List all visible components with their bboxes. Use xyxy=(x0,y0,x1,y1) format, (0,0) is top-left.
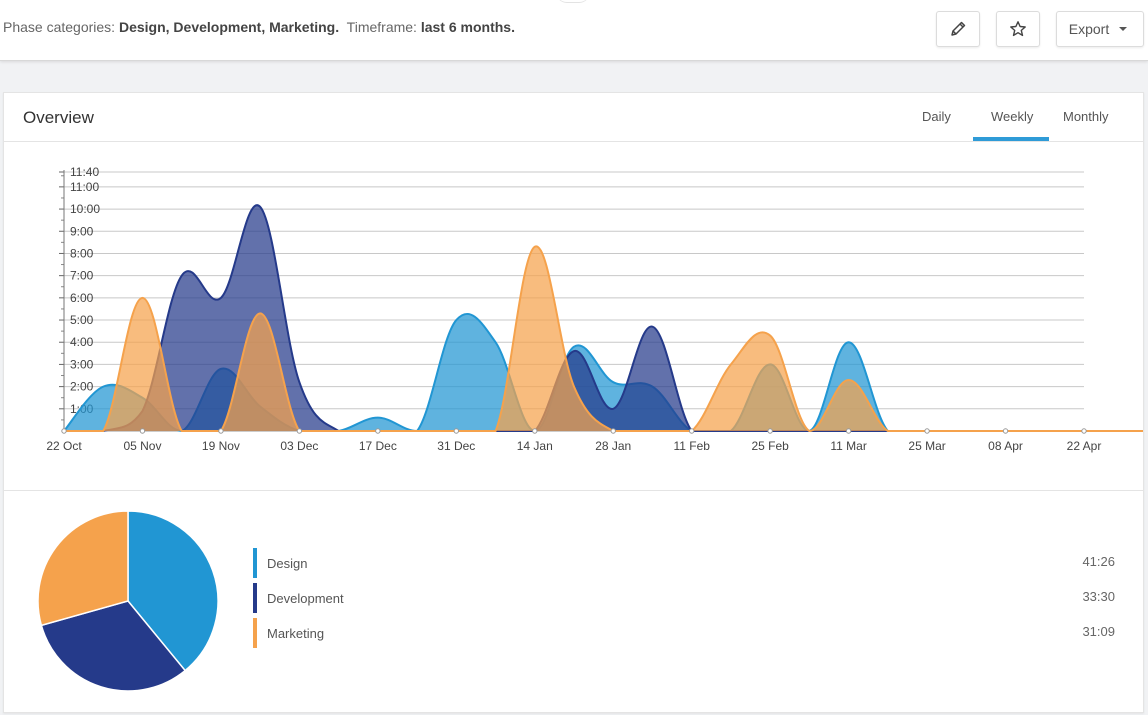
legend-label-design: Design xyxy=(267,556,308,571)
legend-swatch-design xyxy=(253,548,257,578)
y-tick-label: 10:00 xyxy=(70,202,100,216)
pencil-icon xyxy=(951,21,966,36)
series-area-marketing xyxy=(64,246,1143,431)
legend-value-marketing: 31:09 xyxy=(1082,624,1115,639)
chart-area: 1:002:003:004:005:006:007:008:009:0010:0… xyxy=(4,142,1143,491)
x-tick-label: 19 Nov xyxy=(202,439,240,453)
legend-item-development: Development 33:30 xyxy=(253,583,1115,613)
timeframe-value: last 6 months. xyxy=(420,19,515,35)
caret-down-icon xyxy=(1119,27,1128,31)
x-tick-marker xyxy=(61,428,67,434)
pie-slice-development xyxy=(40,600,187,692)
x-tick-marker xyxy=(453,428,460,434)
y-tick-label: 4:00 xyxy=(70,335,94,349)
star-icon xyxy=(1010,21,1026,37)
x-tick-label: 14 Jan xyxy=(517,439,553,453)
y-tick-label: 9:00 xyxy=(70,224,94,238)
x-tick-label: 25 Feb xyxy=(751,439,789,453)
x-tick-label: 08 Apr xyxy=(988,439,1023,453)
collapse-handle[interactable] xyxy=(556,0,590,3)
tab-weekly-indicator xyxy=(973,137,1049,141)
legend-label-development: Development xyxy=(267,591,344,606)
x-tick-label: 28 Jan xyxy=(595,439,631,453)
x-tick-marker xyxy=(375,428,381,434)
y-tick-label: 6:00 xyxy=(70,291,94,305)
export-button[interactable]: Export xyxy=(1056,11,1144,47)
x-tick-marker xyxy=(218,428,224,434)
legend-item-marketing: Marketing 31:09 xyxy=(253,618,1115,648)
legend-swatch-marketing xyxy=(253,618,257,648)
x-tick-marker xyxy=(845,428,852,434)
legend-item-design: Design 41:26 xyxy=(253,548,1115,578)
phase-categories-label: Phase categories: xyxy=(3,19,116,35)
y-tick-label: 2:00 xyxy=(70,380,94,394)
y-tick-label: 5:00 xyxy=(70,313,94,327)
x-tick-label: 31 Dec xyxy=(437,439,475,453)
phase-categories-value: Design, Development, Marketing. xyxy=(118,19,340,35)
legend-label-marketing: Marketing xyxy=(267,626,325,641)
x-tick-marker xyxy=(532,428,538,434)
y-tick-label: 7:00 xyxy=(70,269,94,283)
x-tick-label: 22 Oct xyxy=(46,439,82,453)
x-tick-label: 22 Apr xyxy=(1067,439,1102,453)
timeframe-label: Timeframe: xyxy=(346,19,417,35)
edit-button[interactable] xyxy=(936,11,980,47)
top-bar: Phase categories: Design, Development, M… xyxy=(0,0,1148,61)
x-tick-label: 11 Mar xyxy=(830,439,866,453)
x-tick-marker xyxy=(1081,428,1087,434)
x-tick-marker xyxy=(610,428,616,434)
legend-swatch-development xyxy=(253,583,257,613)
legend-value-design: 41:26 xyxy=(1082,554,1115,569)
favorite-button[interactable] xyxy=(996,11,1040,47)
tab-monthly[interactable]: Monthly xyxy=(1063,109,1109,124)
y-tick-label: 11:00 xyxy=(70,180,99,194)
area-chart: 1:002:003:004:005:006:007:008:009:0010:0… xyxy=(46,165,1143,453)
y-tick-label: 11:40 xyxy=(70,165,99,179)
tab-daily[interactable]: Daily xyxy=(922,109,951,124)
x-tick-label: 17 Dec xyxy=(359,439,397,453)
x-tick-marker xyxy=(924,428,930,434)
x-tick-marker xyxy=(1002,428,1009,434)
export-label: Export xyxy=(1068,21,1110,37)
x-tick-marker xyxy=(139,428,146,434)
x-tick-marker xyxy=(296,428,303,434)
pie-slice-marketing xyxy=(37,510,129,627)
x-tick-label: 05 Nov xyxy=(123,439,161,453)
pie-chart xyxy=(37,510,219,692)
y-tick-label: 8:00 xyxy=(70,246,94,260)
x-tick-label: 11 Feb xyxy=(673,439,710,453)
series-line-marketing xyxy=(64,245,1143,433)
pie-slice-design xyxy=(127,510,219,672)
filter-summary: Phase categories: Design, Development, M… xyxy=(3,19,515,35)
x-tick-label: 25 Mar xyxy=(908,439,945,453)
x-tick-marker xyxy=(767,428,773,434)
legend-value-development: 33:30 xyxy=(1082,589,1115,604)
overview-header: Overview Daily Weekly Monthly xyxy=(4,93,1143,142)
tab-weekly[interactable]: Weekly xyxy=(991,109,1034,124)
y-tick-label: 3:00 xyxy=(70,357,94,371)
x-tick-label: 03 Dec xyxy=(280,439,318,453)
overview-title: Overview xyxy=(23,108,94,127)
series-area-design xyxy=(64,314,1143,431)
x-tick-marker xyxy=(688,428,695,434)
